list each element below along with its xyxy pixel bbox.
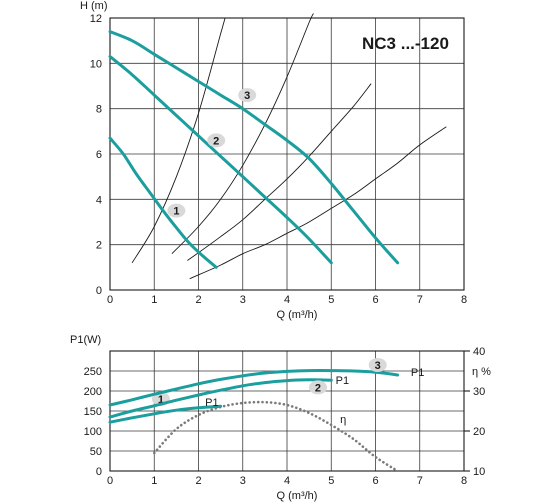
- bottom-y2-axis-title: η %: [472, 366, 491, 378]
- bottom-x-axis-title: Q (m³/h): [277, 490, 318, 502]
- system-curve-4: [189, 126, 447, 280]
- top-y-tick-label: 6: [96, 149, 102, 161]
- top-y-tick-label: 4: [96, 194, 102, 206]
- bottom-y-tick-label: 100: [84, 426, 102, 438]
- power-curve-1: [108, 404, 223, 424]
- top-x-tick-label: 7: [417, 294, 423, 306]
- pump-curve-1: [108, 136, 218, 269]
- power-curve-1-badge-text: 1: [158, 394, 164, 406]
- bottom-y-tick-label: 50: [90, 446, 102, 458]
- top-y-axis-title: H (m): [80, 0, 108, 12]
- pump-curve-3-badge-circle: [238, 88, 257, 103]
- pump-curve-2-badge-circle: [207, 133, 226, 148]
- bottom-x-tick-label: 6: [372, 475, 378, 487]
- top-x-tick-label: 8: [461, 294, 467, 306]
- top-x-tick-label: 6: [372, 294, 378, 306]
- bottom-y2-tick-label: 10: [473, 466, 485, 478]
- bottom-y-tick-label: 250: [84, 366, 102, 378]
- power-curve-1-p1-label: P1: [205, 397, 218, 409]
- bottom-y2-tick-label: 40: [473, 346, 485, 358]
- bottom-x-tick-label: 1: [151, 475, 157, 487]
- system-curve-3: [187, 83, 372, 261]
- pump-curve-2-badge-text: 2: [213, 135, 219, 147]
- pump-curve-2: [108, 55, 333, 265]
- bottom-y-tick-label: 0: [96, 466, 102, 478]
- bottom-plot-frame: [109, 350, 465, 472]
- power-curve-2: [108, 378, 333, 419]
- top-y-tick-label: 0: [96, 285, 102, 297]
- bottom-y2-tick-label: 20: [473, 426, 485, 438]
- bottom-y-tick-label: 200: [84, 386, 102, 398]
- system-curve-1: [131, 17, 226, 264]
- pump-curve-1-badge-text: 1: [173, 206, 179, 218]
- pump-curve-3: [108, 30, 400, 265]
- power-curve-3-badge-circle: [368, 358, 387, 372]
- power-curve-2-p1-label: P1: [336, 375, 349, 387]
- bottom-y2-tick-label: 30: [473, 386, 485, 398]
- chart-title: NC3 ...-120: [362, 34, 449, 53]
- top-x-tick-label: 4: [284, 294, 290, 306]
- top-x-tick-label: 2: [195, 294, 201, 306]
- bottom-x-tick-label: 3: [240, 475, 246, 487]
- power-curve-2-badge-text: 2: [315, 382, 321, 394]
- power-curve-2-badge-circle: [308, 380, 327, 395]
- pump-curve-1-badge-circle: [167, 203, 186, 218]
- bottom-y-axis-title: P1(W): [70, 334, 101, 346]
- top-x-tick-label: 3: [240, 294, 246, 306]
- power-curve-3-p1-label: P1: [411, 367, 424, 379]
- top-y-tick-label: 10: [90, 58, 102, 70]
- top-x-tick-label: 0: [107, 294, 113, 306]
- pump-curve-3-badge-text: 3: [244, 90, 250, 102]
- top-y-tick-label: 8: [96, 104, 102, 116]
- power-curve-3: [108, 369, 400, 407]
- system-curve-2: [171, 13, 314, 255]
- bottom-x-tick-label: 0: [107, 475, 113, 487]
- top-x-tick-label: 5: [328, 294, 334, 306]
- power-curve-3-badge-text: 3: [375, 360, 381, 372]
- bottom-x-tick-label: 5: [328, 475, 334, 487]
- bottom-x-tick-label: 2: [195, 475, 201, 487]
- bottom-x-tick-label: 8: [461, 475, 467, 487]
- top-y-tick-label: 12: [90, 13, 102, 25]
- top-x-axis-title: Q (m³/h): [277, 309, 318, 321]
- top-y-tick-label: 2: [96, 240, 102, 252]
- bottom-y-tick-label: 150: [84, 406, 102, 418]
- top-plot-frame: [109, 17, 465, 291]
- efficiency-curve: [153, 400, 399, 473]
- top-x-tick-label: 1: [151, 294, 157, 306]
- efficiency-label: η: [340, 414, 346, 426]
- bottom-x-tick-label: 4: [284, 475, 290, 487]
- bottom-x-tick-label: 7: [417, 475, 423, 487]
